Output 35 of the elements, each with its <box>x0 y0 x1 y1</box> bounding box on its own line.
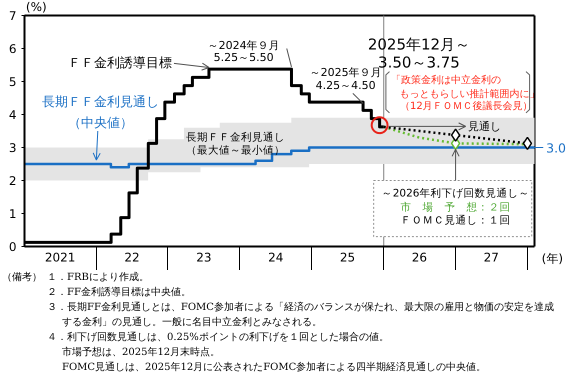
text: ３．長期FF金利見通しとは、FOMC参加者による「経済のバランスが保たれ、最大限の雇用と物価の安定を達成する金利」の見通し。一般に名目中立金利とみなされる。 <box>46 300 555 330</box>
annotation: 「政策金利は中立金利のもっともらしい推計範囲内に」 <box>390 74 540 100</box>
y-tick-label: 1 <box>8 207 17 221</box>
annotation: 3.0 <box>546 140 566 156</box>
y-tick-label: 0 <box>8 240 17 254</box>
x-tick-label: 2021 <box>44 250 76 264</box>
annotation: 長期ＦＦ金利見通し（中央値） <box>42 95 160 131</box>
x-axis-title: (年) <box>542 251 564 266</box>
x-tick-label: 22 <box>124 250 140 264</box>
y-tick-label: 4 <box>8 108 17 122</box>
x-tick-label: 27 <box>484 250 499 264</box>
annotation: ＦＦ金利誘導目標 <box>68 56 172 71</box>
y-tick-label: 7 <box>8 9 17 23</box>
x-tick-label: 24 <box>268 250 284 264</box>
annotation: 見通し <box>468 120 501 133</box>
text: FOMC見通しは、2025年12月に公表されたFOMC参加者による四半期経済見通しの中央値。 <box>61 360 488 375</box>
text: 市場予想は、2025年12月末時点。 <box>61 346 222 360</box>
text: （備考） <box>2 270 42 285</box>
text: １．FRBにより作成。 <box>47 272 149 283</box>
y-tick-label: 6 <box>8 42 17 56</box>
annotation: ～2024年９月 5.25～5.50 <box>208 39 280 64</box>
y-tick-label: 3 <box>8 141 17 155</box>
y-tick-label: 5 <box>8 75 17 89</box>
y-tick-label: 2 <box>8 174 17 188</box>
x-tick-label: 26 <box>412 250 428 264</box>
annotation: ＦＯＭＣ見通し：１回 <box>400 213 511 226</box>
text: ４．利下げ回数見通しは、0.25%ポイントの利下げを１回とした場合の値。 <box>46 330 390 345</box>
text: ２．FF金利誘導目標は中央値。 <box>46 286 192 300</box>
annotation: ～2026年利下げ回数見通し～ <box>382 186 530 200</box>
annotation: 長期ＦＦ金利見通し（最大値～最小値） <box>186 130 286 156</box>
annotation: 市 場 予 想：２回 <box>400 200 511 214</box>
annotation: （12月ＦＯＭＣ後議長会見） <box>400 100 533 112</box>
x-tick-label: 25 <box>340 250 356 264</box>
x-tick-label: 23 <box>196 250 212 264</box>
y-axis-title: (%) <box>26 0 47 14</box>
